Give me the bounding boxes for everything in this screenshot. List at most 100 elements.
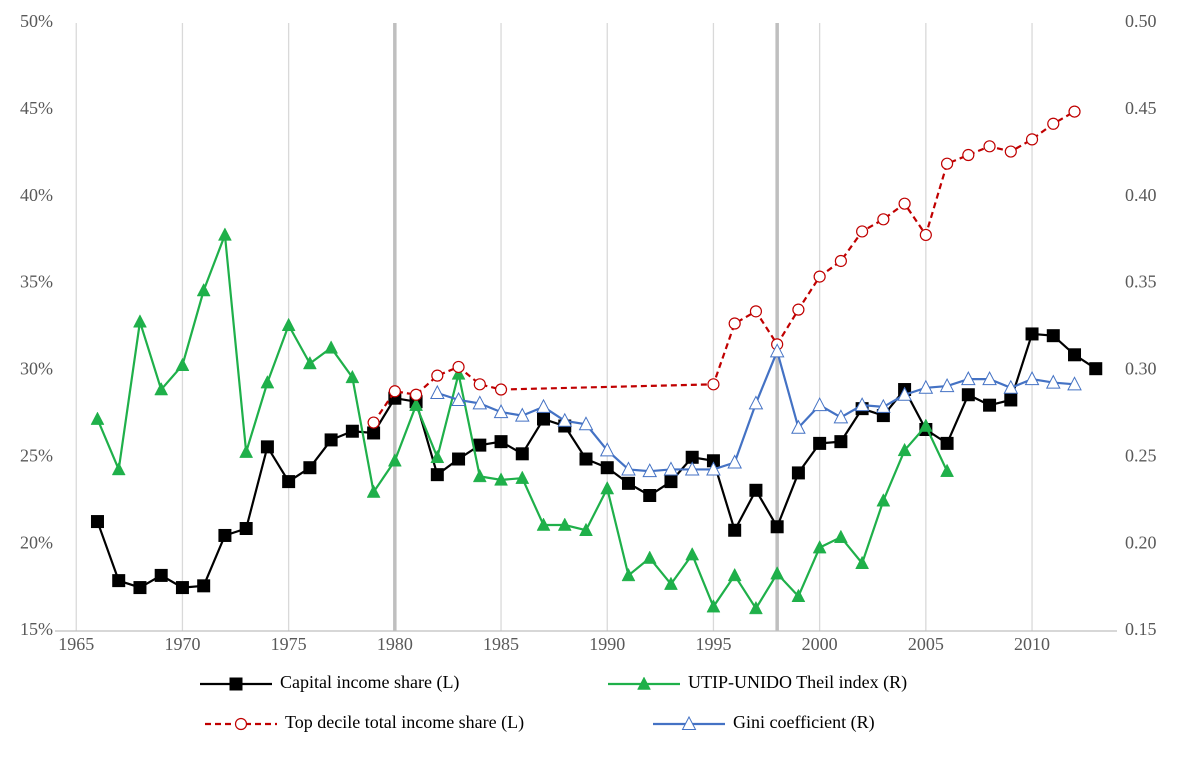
x-tick-label: 2010 xyxy=(1014,634,1050,654)
marker xyxy=(388,385,401,398)
y2-tick-label: 0.40 xyxy=(1125,185,1157,205)
x-tick-label: 1970 xyxy=(164,634,200,654)
marker xyxy=(727,567,742,582)
marker xyxy=(451,391,466,406)
marker xyxy=(919,228,932,242)
marker xyxy=(431,369,444,382)
marker xyxy=(472,395,488,410)
marker xyxy=(557,517,572,531)
marker xyxy=(1004,393,1018,407)
marker xyxy=(429,384,445,400)
legend: Capital income share (L) UTIP-UNIDO Theil… xyxy=(200,672,907,733)
marker xyxy=(664,475,678,489)
marker xyxy=(409,388,423,401)
marker xyxy=(706,599,721,613)
marker xyxy=(218,528,232,542)
marker xyxy=(791,419,806,434)
marker xyxy=(324,433,338,447)
marker xyxy=(133,581,147,595)
marker xyxy=(90,515,104,529)
marker xyxy=(303,461,317,475)
marker xyxy=(940,436,954,450)
marker xyxy=(833,529,848,543)
marker xyxy=(154,381,169,396)
marker xyxy=(1068,105,1081,118)
marker xyxy=(876,398,891,413)
marker xyxy=(728,317,741,330)
marker xyxy=(112,574,126,588)
marker xyxy=(345,369,360,384)
marker xyxy=(706,461,721,476)
marker xyxy=(302,355,317,370)
series-line xyxy=(96,332,1097,589)
marker xyxy=(409,397,423,411)
marker xyxy=(961,388,975,402)
marker xyxy=(812,540,827,554)
marker xyxy=(175,581,189,595)
marker xyxy=(898,197,911,210)
marker xyxy=(175,357,190,371)
marker xyxy=(706,454,720,468)
marker xyxy=(111,461,126,476)
marker xyxy=(281,317,296,332)
marker xyxy=(664,576,678,590)
marker xyxy=(983,140,996,153)
marker xyxy=(856,225,869,238)
legend-item: UTIP-UNIDO Theil index (R) xyxy=(608,672,907,693)
marker xyxy=(1068,348,1082,362)
marker xyxy=(1025,327,1039,341)
marker xyxy=(494,383,508,396)
marker xyxy=(452,452,466,466)
marker xyxy=(728,523,742,537)
marker xyxy=(452,360,465,374)
marker xyxy=(663,461,679,476)
x-tick-label: 1995 xyxy=(695,634,731,654)
marker xyxy=(1024,371,1040,386)
marker xyxy=(1004,145,1017,158)
x-tick-label: 1965 xyxy=(58,634,94,654)
x-tick-label: 1980 xyxy=(377,634,413,654)
marker xyxy=(260,440,274,454)
marker xyxy=(218,227,232,241)
marker xyxy=(366,484,381,498)
marker xyxy=(983,398,997,412)
marker xyxy=(1046,329,1060,343)
marker xyxy=(982,371,997,386)
y-tick-label: 25% xyxy=(20,445,53,465)
y-tick-label: 40% xyxy=(20,185,53,205)
legend-label: Gini coefficient (R) xyxy=(733,712,875,733)
x-tick-label: 1985 xyxy=(483,634,519,654)
marker xyxy=(345,424,359,438)
marker xyxy=(196,282,211,297)
y2-tick-label: 0.30 xyxy=(1125,359,1157,379)
y-tick-label: 45% xyxy=(20,98,53,118)
marker xyxy=(536,398,551,413)
marker xyxy=(643,489,657,503)
legend-item: Capital income share (L) xyxy=(200,672,459,693)
marker xyxy=(472,468,487,483)
marker xyxy=(940,157,954,170)
x-tick-label: 1975 xyxy=(271,634,307,654)
y2-tick-label: 0.45 xyxy=(1125,98,1157,118)
marker xyxy=(749,600,763,615)
marker xyxy=(473,378,486,391)
marker xyxy=(367,426,381,440)
marker xyxy=(451,366,466,380)
marker xyxy=(749,305,763,318)
marker xyxy=(515,470,530,484)
marker xyxy=(813,436,827,450)
marker xyxy=(536,517,551,531)
marker xyxy=(834,254,847,268)
marker xyxy=(1089,362,1103,376)
marker xyxy=(642,463,658,478)
series-line xyxy=(436,347,1075,473)
marker xyxy=(791,588,806,603)
legend-label: Capital income share (L) xyxy=(280,672,459,693)
legend-item: Top decile total income share (L) xyxy=(205,712,524,733)
marker xyxy=(1047,117,1060,130)
legend-label: Top decile total income share (L) xyxy=(285,712,524,733)
marker xyxy=(430,468,444,482)
marker xyxy=(387,453,402,467)
marker xyxy=(769,343,785,358)
